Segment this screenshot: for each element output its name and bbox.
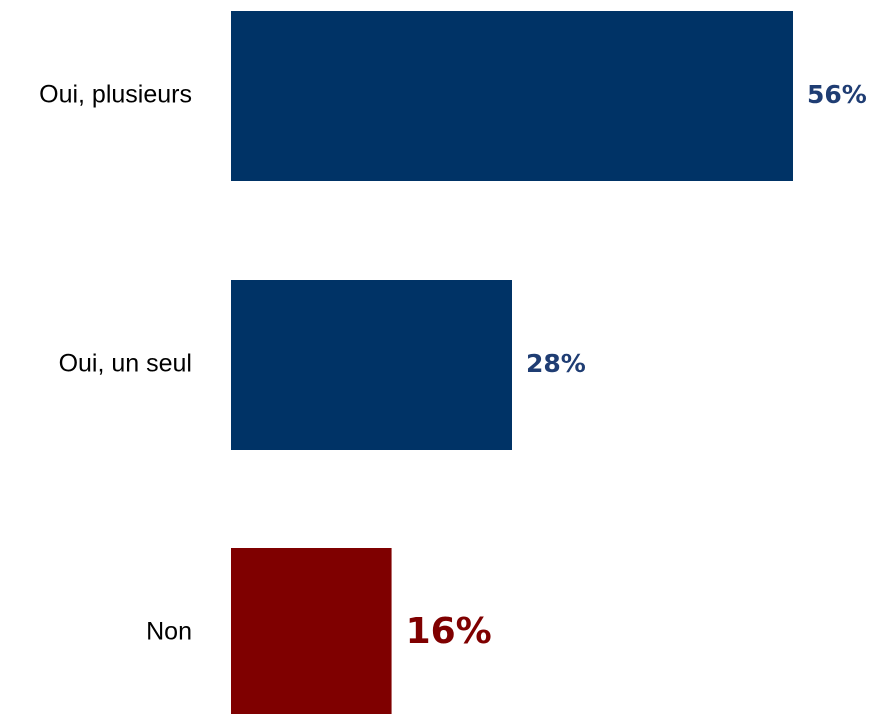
category-label-3: Non (146, 618, 192, 646)
value-label-3: 16% (406, 611, 492, 652)
bars-group (231, 11, 793, 714)
labels-group: Oui, plusieurs 56% Oui, un seul 28% Non 16% (39, 80, 867, 652)
bar-1 (231, 11, 793, 181)
bar-2 (231, 280, 512, 450)
value-label-1: 56% (807, 80, 867, 109)
category-label-2: Oui, un seul (59, 350, 192, 378)
value-label-2: 28% (526, 349, 586, 378)
bar-3 (231, 548, 392, 714)
category-label-1: Oui, plusieurs (39, 81, 192, 109)
